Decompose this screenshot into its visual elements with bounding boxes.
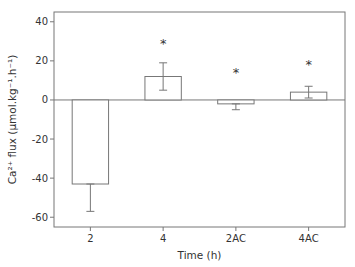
bars [72, 63, 327, 212]
y-axis-label: Ca²⁺ flux (μmol.kg⁻¹.h⁻¹) [6, 55, 18, 185]
x-tick-label: 4 [160, 233, 166, 244]
chart-svg: -60 -40 -20 0 20 40 2 4 2AC 4AC * * * Time (h) Ca²⁺ fl… [0, 0, 355, 267]
error-line [163, 63, 164, 90]
y-tick [50, 21, 54, 22]
y-tick [50, 99, 54, 100]
error-cap [232, 109, 240, 110]
annotation: * [160, 36, 167, 51]
y-tick-label: -40 [32, 173, 48, 184]
x-tick [235, 227, 236, 231]
error-bar [232, 104, 240, 110]
y-tick [50, 139, 54, 140]
error-bar [86, 184, 94, 211]
x-tick-label: 4AC [299, 233, 319, 244]
error-cap [159, 62, 167, 63]
error-line [90, 184, 91, 211]
error-bar [159, 63, 167, 90]
x-axis-label: Time (h) [177, 249, 222, 261]
annotation: * [233, 65, 240, 80]
error-cap [159, 90, 167, 91]
y-tick-label: 0 [42, 94, 48, 105]
y-tick [50, 178, 54, 179]
plot-area [54, 12, 345, 227]
bar [72, 100, 108, 184]
x-tick [90, 227, 91, 231]
y-tick-label: -60 [32, 212, 48, 223]
error-line [308, 86, 309, 98]
y-tick [50, 60, 54, 61]
y-tick-label: 20 [35, 55, 48, 66]
bar [218, 100, 254, 104]
error-bar [305, 86, 313, 98]
error-cap [86, 211, 94, 212]
error-cap [232, 103, 240, 104]
error-line [235, 104, 236, 110]
y-tick-label: 40 [35, 16, 48, 27]
error-cap [305, 86, 313, 87]
y-tick-label: -20 [32, 134, 48, 145]
error-cap [86, 184, 94, 185]
x-tick [163, 227, 164, 231]
chart-container: -60 -40 -20 0 20 40 2 4 2AC 4AC * * * Time (h) Ca²⁺ fl… [0, 0, 355, 267]
x-tick [308, 227, 309, 231]
error-cap [305, 98, 313, 99]
x-tick-label: 2AC [226, 233, 246, 244]
plot-frame [54, 12, 345, 227]
annotation: * [305, 57, 312, 72]
y-tick [50, 217, 54, 218]
x-tick-label: 2 [87, 233, 93, 244]
